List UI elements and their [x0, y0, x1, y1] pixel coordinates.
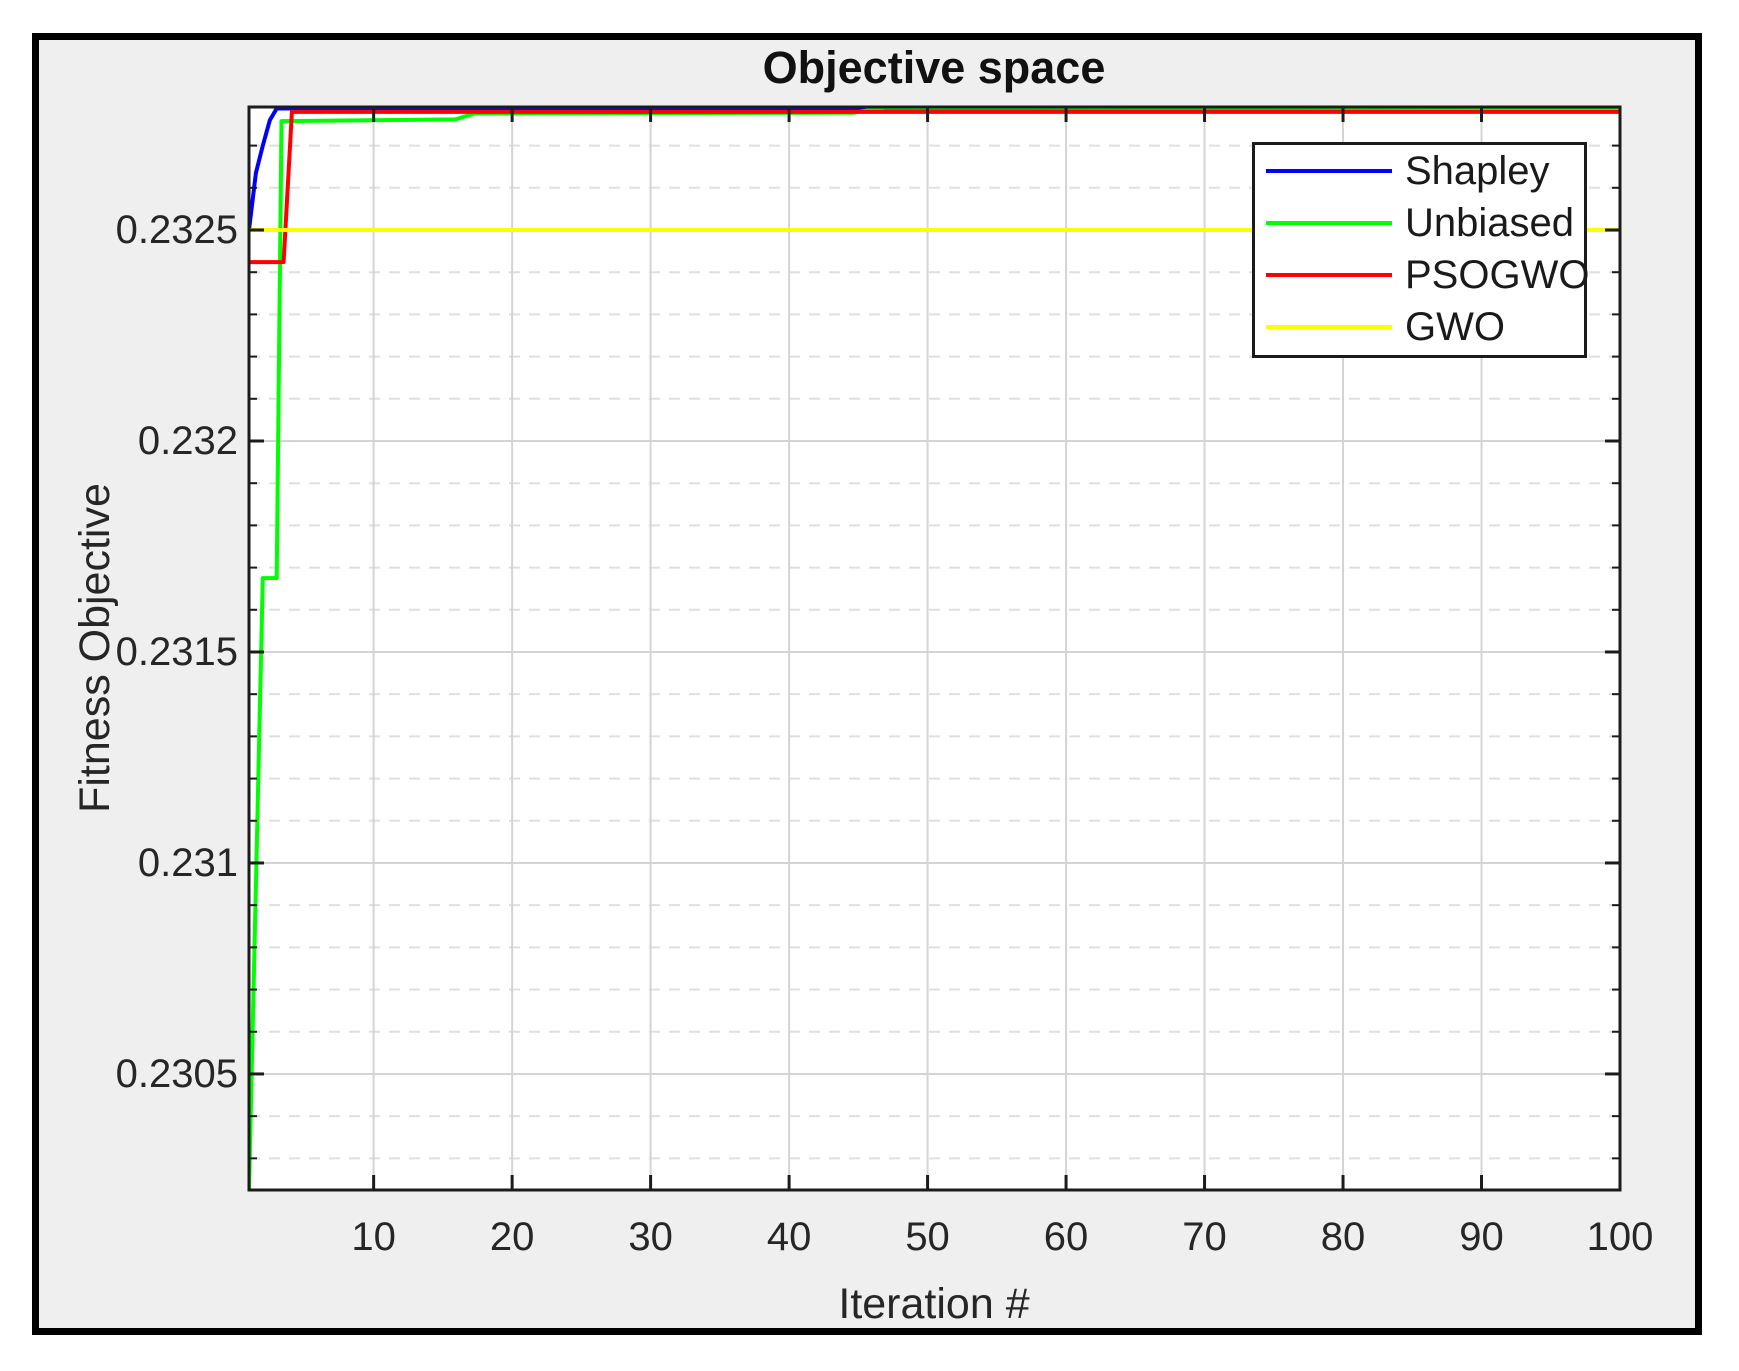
- legend-line-sample-shapley: [1266, 169, 1392, 173]
- legend: Shapley Unbiased PSOGWO GWO: [1252, 142, 1589, 358]
- x-tick-label: 60: [1043, 1215, 1089, 1259]
- legend-label: Unbiased: [1405, 200, 1575, 245]
- x-axis-label: Iteration #: [838, 1280, 1030, 1328]
- legend-line-sample-psogwo: [1266, 273, 1392, 277]
- y-tick-label: 0.2305: [115, 1051, 238, 1096]
- x-tick-label: 90: [1459, 1215, 1504, 1259]
- legend-item: Shapley: [1255, 145, 1584, 197]
- legend-item: Unbiased: [1255, 197, 1584, 249]
- chart-title: Objective space: [762, 42, 1106, 93]
- legend-label: PSOGWO: [1405, 252, 1590, 297]
- x-tick-label: 100: [1586, 1215, 1654, 1259]
- legend-item: GWO: [1255, 301, 1584, 353]
- legend-label: Shapley: [1405, 148, 1550, 193]
- y-tick-label: 0.2315: [115, 629, 238, 674]
- y-tick-label: 0.232: [137, 418, 238, 463]
- y-tick-label: 0.2325: [115, 208, 238, 252]
- y-tick-label: 0.231: [137, 840, 238, 885]
- legend-line-sample-unbiased: [1266, 221, 1392, 225]
- x-tick-label: 50: [905, 1215, 950, 1259]
- x-tick-label: 40: [766, 1215, 812, 1259]
- legend-line-sample-gwo: [1266, 325, 1392, 329]
- y-axis-label: Fitness Objective: [71, 483, 119, 813]
- x-tick-label: 30: [628, 1215, 673, 1259]
- x-tick-label: 80: [1320, 1215, 1366, 1259]
- x-tick-label: 10: [351, 1215, 396, 1259]
- legend-item: PSOGWO: [1255, 249, 1589, 301]
- x-tick-label: 20: [489, 1215, 535, 1259]
- legend-label: GWO: [1405, 304, 1505, 349]
- x-tick-label: 70: [1182, 1215, 1227, 1259]
